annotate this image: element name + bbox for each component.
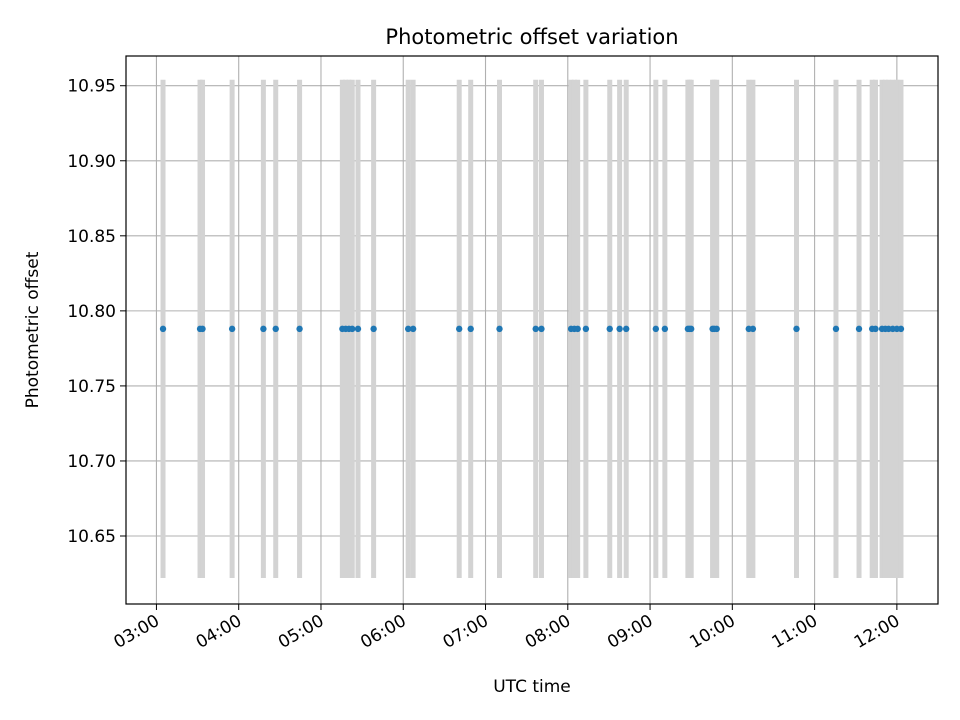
y-tick-label: 10.70 [67, 452, 116, 472]
y-tick-label: 10.65 [67, 527, 116, 547]
y-axis: 10.65 10.70 10.75 10.80 10.85 10.90 10.95 [67, 77, 126, 547]
data-point [582, 325, 590, 333]
data-point [496, 325, 503, 333]
data-point [897, 325, 905, 333]
data-point [574, 325, 581, 333]
y-tick-label: 10.80 [67, 302, 116, 322]
y-tick-label: 10.85 [67, 227, 116, 247]
data-point [272, 325, 279, 333]
data-point [455, 325, 463, 333]
y-tick-label: 10.75 [67, 377, 116, 397]
data-point [532, 325, 539, 333]
data-point [354, 325, 362, 333]
plot-frame [125, 55, 939, 605]
data-point [409, 325, 417, 333]
data-point [872, 325, 879, 333]
data-point [349, 325, 356, 333]
data-point [652, 325, 660, 333]
data-point [260, 325, 267, 333]
data-point [661, 325, 669, 333]
data-point [370, 325, 377, 333]
data-point [199, 325, 206, 333]
y-tick-label: 10.95 [67, 77, 116, 97]
data-point [467, 325, 474, 333]
data-points [159, 325, 905, 333]
data-point [606, 325, 613, 333]
data-point [749, 325, 757, 333]
data-point [687, 325, 695, 333]
data-point [159, 325, 167, 333]
data-point [622, 325, 630, 333]
data-point [404, 325, 412, 333]
data-point [616, 325, 623, 333]
data-point [713, 325, 720, 333]
data-point [855, 325, 863, 333]
data-point [538, 325, 545, 333]
data-point [832, 325, 840, 333]
y-tick-label: 10.90 [67, 152, 116, 172]
x-axis-title: UTC time [493, 677, 571, 697]
chart-title: Photometric offset variation [385, 25, 678, 49]
data-point [228, 325, 236, 333]
data-point [296, 325, 303, 333]
data-point [793, 325, 800, 333]
y-axis-title: Photometric offset [23, 251, 43, 408]
